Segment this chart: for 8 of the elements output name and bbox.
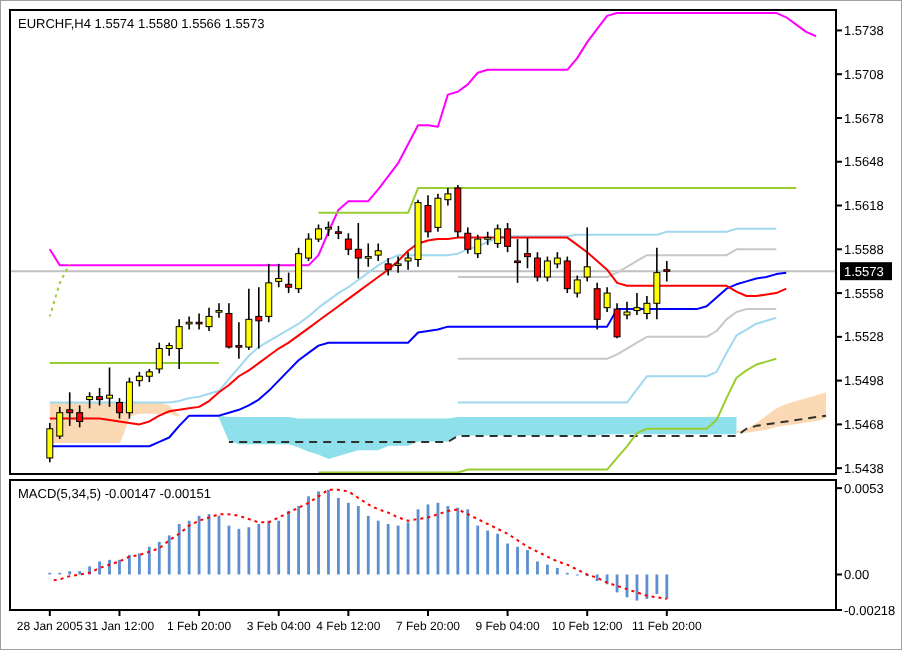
candlestick [583,226,591,283]
line-series [456,308,778,360]
line-series [317,357,778,474]
line-series [227,414,828,443]
candlestick [275,263,283,289]
candlestick [215,302,223,319]
candlestick [663,260,671,283]
line-series [456,316,778,404]
